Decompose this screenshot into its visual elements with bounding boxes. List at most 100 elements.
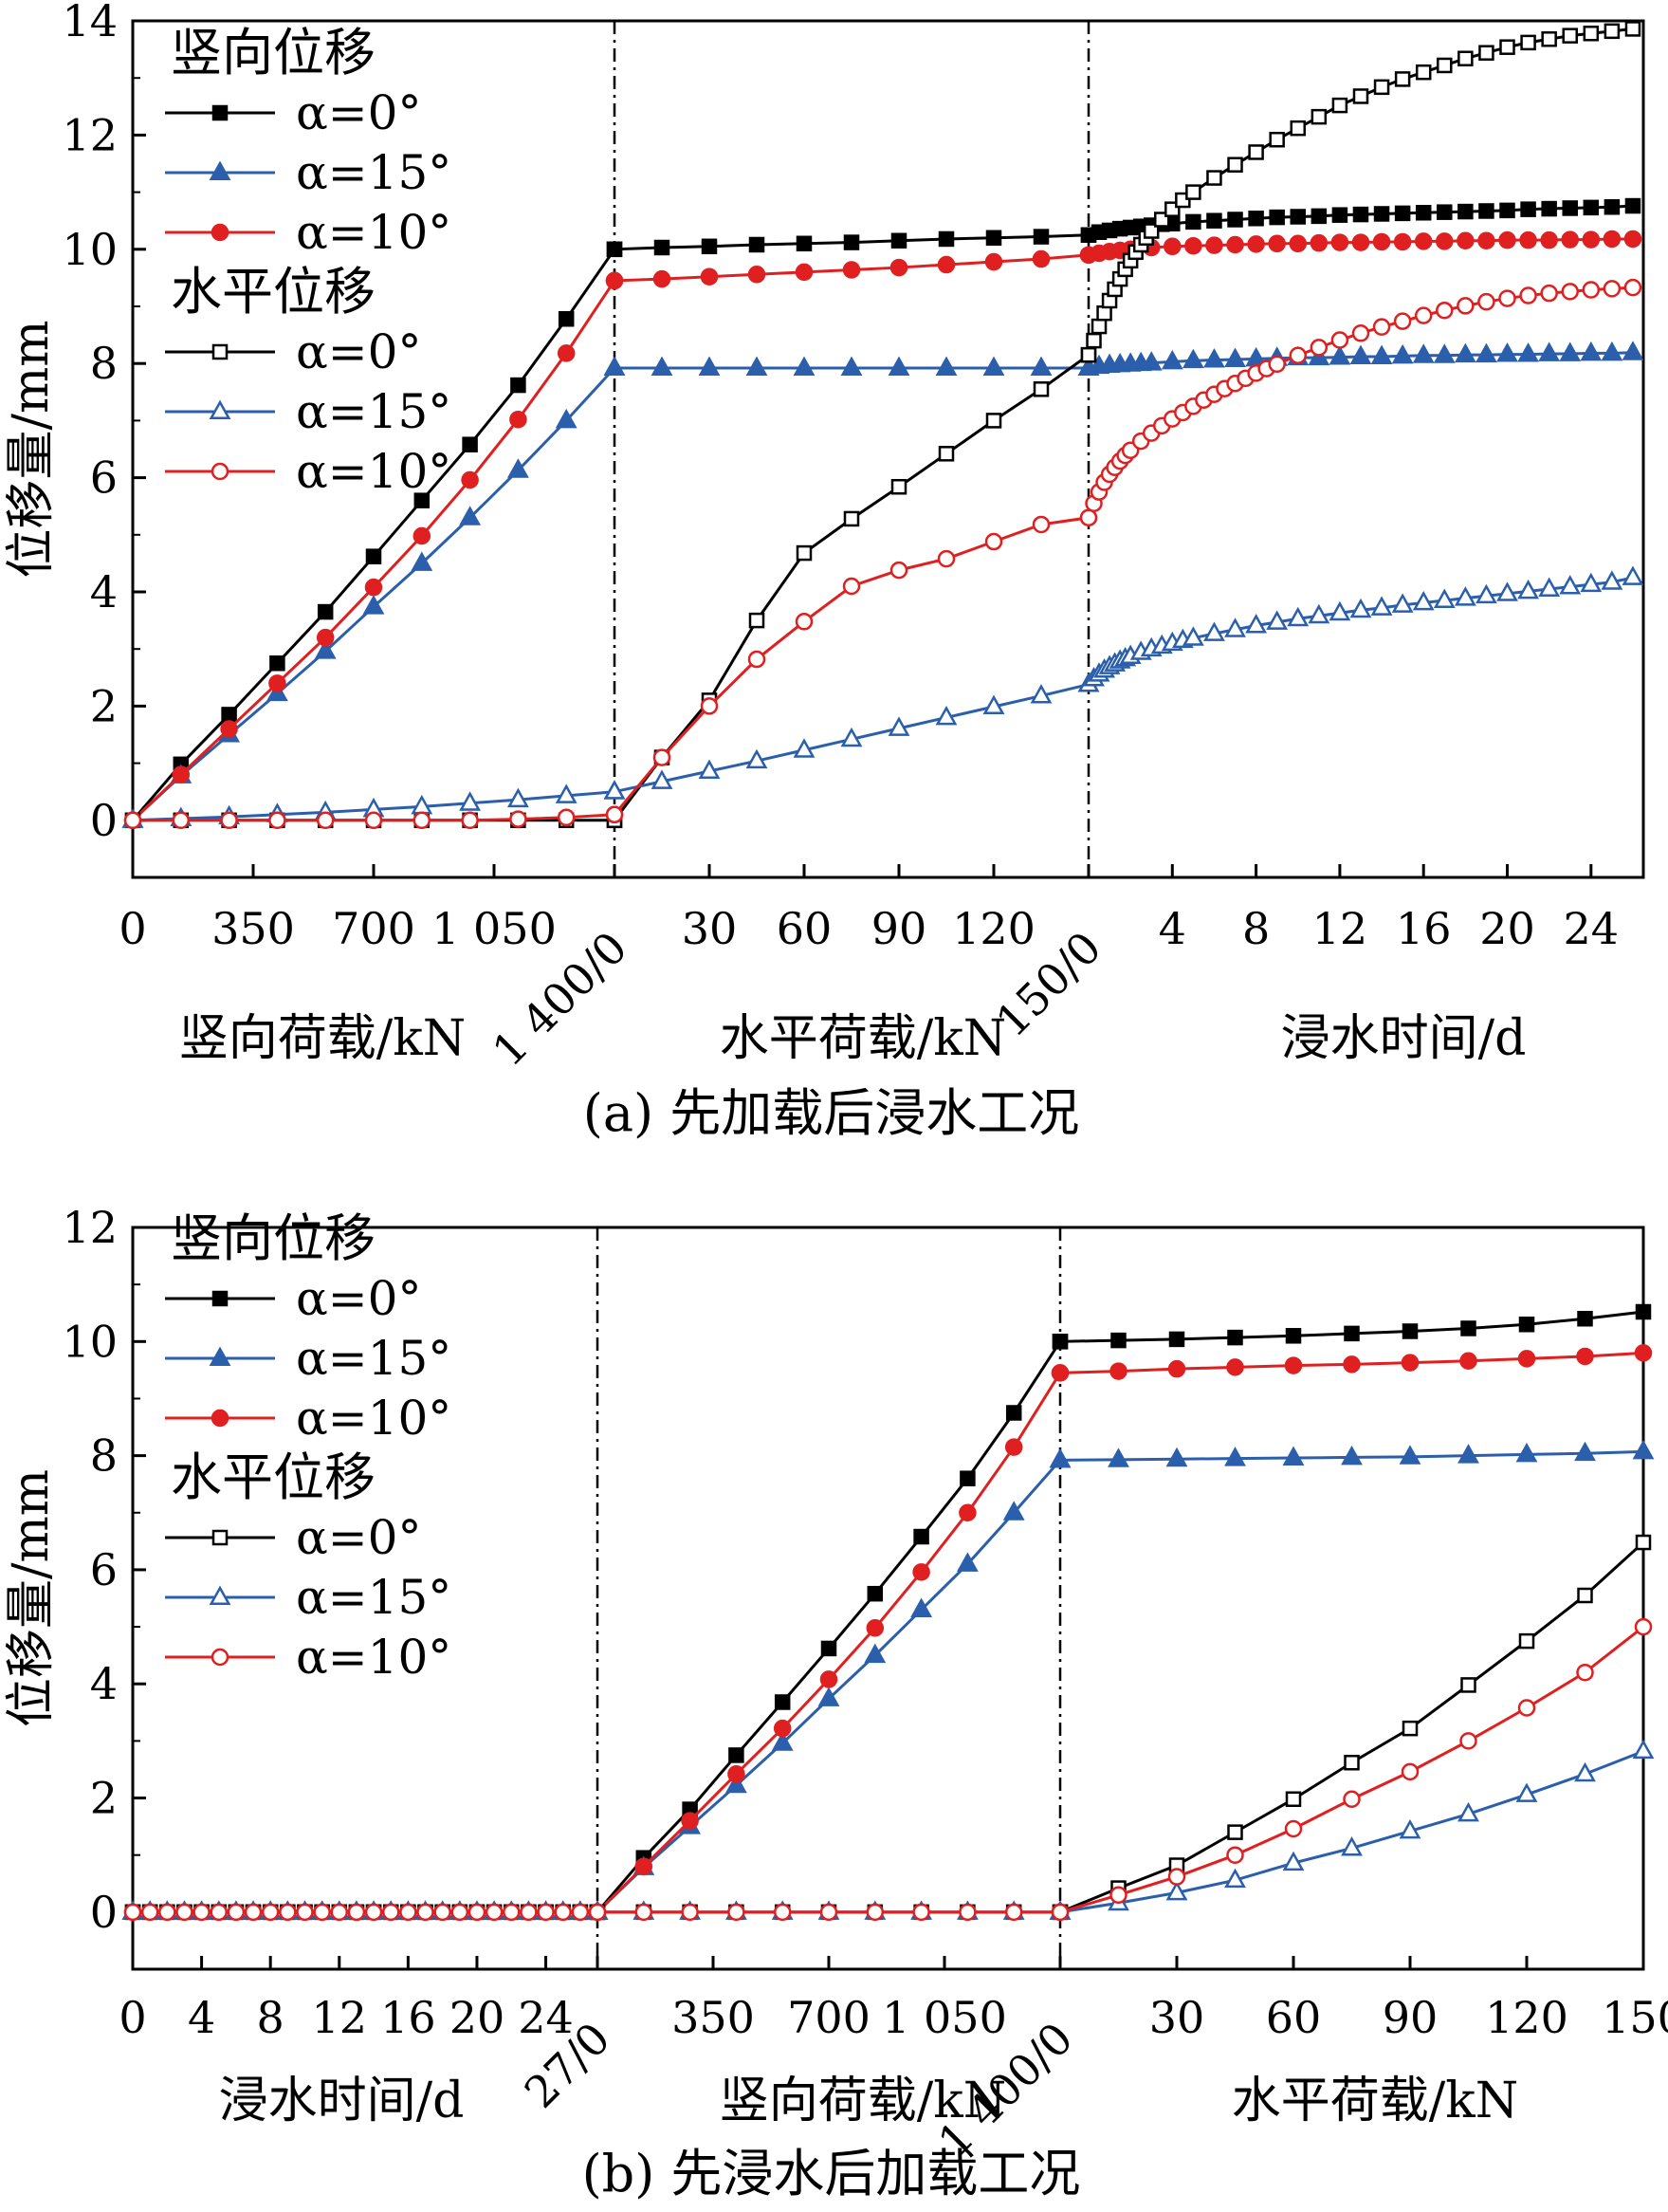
data-point bbox=[1433, 588, 1456, 608]
data-point bbox=[793, 738, 816, 758]
x-tick-label: 1 050 bbox=[431, 903, 557, 954]
data-point bbox=[269, 655, 285, 672]
data-point bbox=[651, 769, 673, 789]
data-point bbox=[1004, 1903, 1023, 1922]
data-point bbox=[1623, 230, 1642, 249]
data-point bbox=[1454, 342, 1476, 363]
data-point bbox=[467, 1903, 486, 1922]
data-point bbox=[433, 1903, 451, 1922]
data-point bbox=[1541, 200, 1557, 217]
data-point bbox=[1245, 614, 1268, 634]
data-point bbox=[1247, 235, 1265, 253]
data-point bbox=[1289, 346, 1308, 365]
data-point bbox=[840, 727, 863, 747]
data-point bbox=[938, 446, 955, 462]
data-point bbox=[795, 263, 814, 282]
y-tick-label: 0 bbox=[90, 1887, 118, 1938]
data-point bbox=[748, 236, 765, 253]
x-axis-label: 水平荷载/kN bbox=[1232, 2073, 1519, 2129]
data-point bbox=[1349, 598, 1372, 618]
data-point bbox=[123, 1903, 142, 1922]
legend-entry: α=15° bbox=[296, 145, 451, 200]
data-point bbox=[1577, 1310, 1593, 1327]
data-point bbox=[1349, 344, 1372, 364]
y-axis-label: 位移量/mm bbox=[3, 1469, 60, 1727]
data-point bbox=[1576, 1663, 1594, 1682]
data-point bbox=[220, 811, 238, 830]
data-point bbox=[1559, 341, 1582, 361]
data-point bbox=[1203, 621, 1225, 641]
data-point bbox=[399, 1903, 417, 1922]
data-point bbox=[1161, 349, 1183, 370]
data-point bbox=[1331, 207, 1348, 223]
data-point bbox=[866, 1619, 885, 1637]
x-tick-label: 90 bbox=[871, 903, 927, 954]
data-point bbox=[316, 628, 335, 647]
data-point bbox=[1457, 1444, 1479, 1464]
data-point bbox=[1538, 341, 1561, 361]
data-point bbox=[1248, 144, 1264, 160]
data-point bbox=[1580, 572, 1603, 593]
data-point bbox=[1583, 25, 1600, 42]
x-tick-label: 16 bbox=[1396, 903, 1452, 954]
data-point bbox=[558, 310, 575, 327]
legend-marker bbox=[211, 1290, 229, 1307]
data-point bbox=[364, 811, 383, 830]
legend-entry: α=0° bbox=[296, 1271, 421, 1326]
data-point bbox=[937, 549, 956, 568]
y-tick-label: 12 bbox=[62, 109, 118, 160]
data-point bbox=[1341, 1835, 1363, 1856]
data-point bbox=[960, 1470, 976, 1486]
data-point bbox=[1457, 231, 1475, 250]
data-point bbox=[1091, 318, 1108, 335]
legend-marker bbox=[211, 1409, 229, 1428]
data-point bbox=[1540, 230, 1558, 249]
series-vertical-0 bbox=[124, 197, 1641, 829]
data-point bbox=[1457, 50, 1474, 66]
data-point bbox=[365, 548, 382, 564]
data-point bbox=[1437, 204, 1453, 220]
data-point bbox=[1604, 199, 1621, 215]
data-point bbox=[571, 1903, 590, 1922]
data-point bbox=[1577, 1587, 1593, 1604]
legend-entry: α=10° bbox=[296, 205, 451, 260]
data-point bbox=[1224, 618, 1246, 637]
data-point bbox=[1205, 236, 1223, 254]
data-point bbox=[727, 1903, 745, 1922]
data-point bbox=[279, 1903, 297, 1922]
data-point bbox=[1182, 348, 1204, 369]
data-point bbox=[1110, 1332, 1127, 1349]
x-tick-label: 1 050 bbox=[882, 1992, 1007, 2043]
data-point bbox=[888, 716, 910, 736]
legend-entry: α=15° bbox=[296, 384, 451, 439]
y-tick-label: 2 bbox=[90, 1773, 118, 1824]
data-point bbox=[364, 578, 383, 597]
data-point bbox=[795, 613, 814, 631]
x-tick-label: 8 bbox=[1242, 903, 1270, 954]
data-point bbox=[1414, 306, 1433, 324]
data-point bbox=[1033, 381, 1050, 397]
data-point bbox=[1515, 1782, 1538, 1802]
y-tick-label: 12 bbox=[62, 1202, 118, 1253]
y-tick-label: 10 bbox=[62, 224, 118, 275]
x-tick-label: 60 bbox=[777, 903, 833, 954]
data-point bbox=[261, 1903, 280, 1922]
y-tick-label: 14 bbox=[62, 0, 118, 46]
data-point bbox=[913, 1528, 929, 1545]
data-point bbox=[1030, 356, 1053, 376]
data-point bbox=[1634, 1344, 1653, 1362]
data-point bbox=[1394, 71, 1411, 87]
data-point bbox=[1284, 1356, 1303, 1374]
legend-marker bbox=[209, 1585, 231, 1605]
data-point bbox=[1343, 1790, 1361, 1808]
y-tick-label: 6 bbox=[90, 1544, 118, 1595]
data-point bbox=[1248, 211, 1264, 227]
data-point bbox=[1203, 348, 1225, 368]
data-point bbox=[889, 561, 908, 580]
data-point bbox=[1206, 212, 1222, 229]
data-point bbox=[1477, 292, 1495, 311]
data-point bbox=[817, 1687, 840, 1706]
data-point bbox=[748, 612, 765, 629]
